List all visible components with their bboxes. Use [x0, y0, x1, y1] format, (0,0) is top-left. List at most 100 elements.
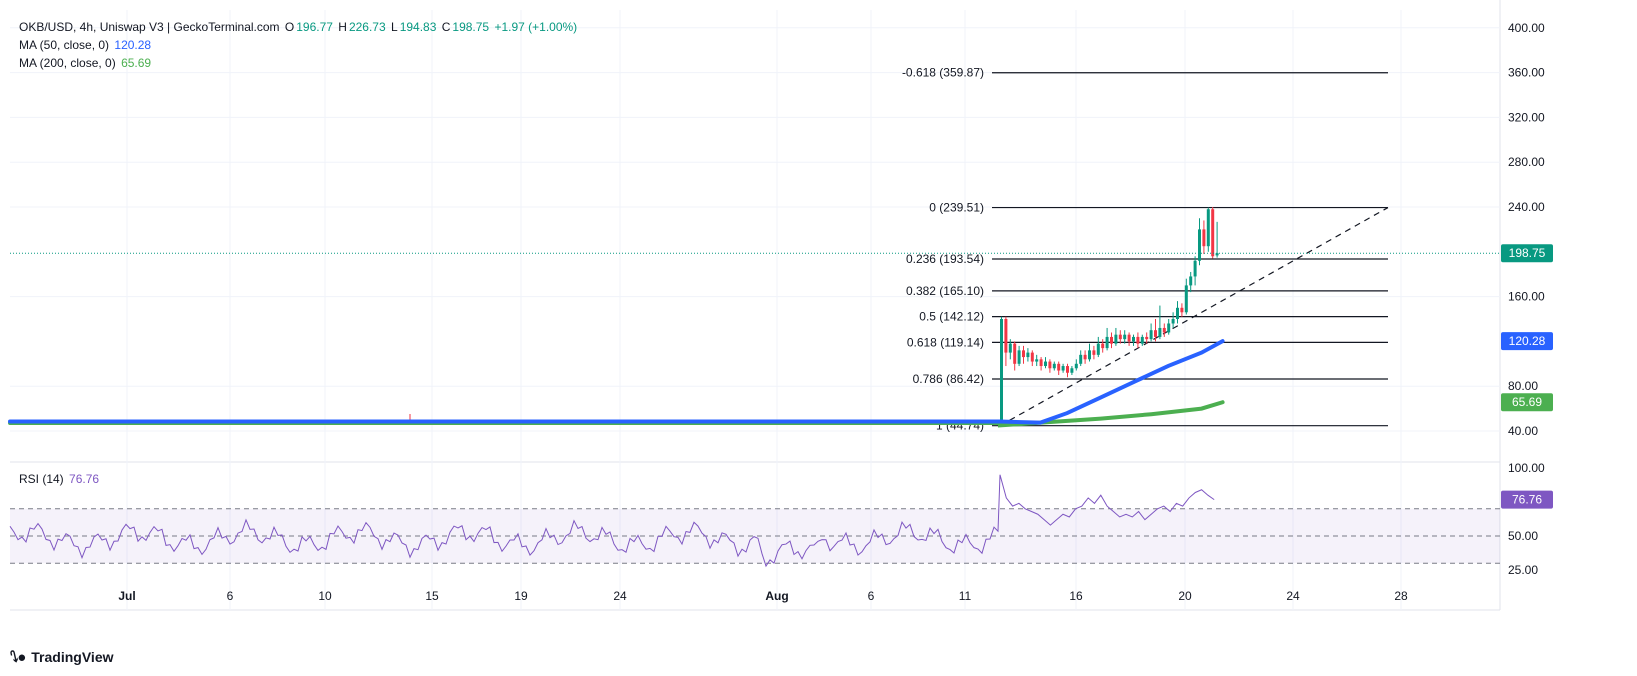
- rsi-badge: 76.76: [1512, 493, 1542, 507]
- candle-body: [1013, 343, 1017, 364]
- close-label: C: [441, 20, 451, 34]
- ma50-legend[interactable]: MA (50, close, 0) 120.28: [19, 38, 153, 52]
- y-tick-label: 360.00: [1508, 66, 1545, 80]
- x-tick-label: 6: [868, 589, 875, 603]
- candle-body: [1193, 260, 1197, 277]
- brand-name: TradingView: [31, 649, 114, 665]
- fib-level-label: 0.5 (142.12): [919, 310, 984, 324]
- candle-body: [1189, 276, 1193, 286]
- candle-body: [1136, 336, 1140, 344]
- ma200-legend[interactable]: MA (200, close, 0) 65.69: [19, 56, 153, 70]
- rsi-panel: [9, 474, 1500, 568]
- rsi-label: RSI (14): [19, 472, 64, 486]
- high-label: H: [338, 20, 347, 34]
- x-tick-label: 15: [425, 589, 439, 603]
- rsi-badge-bg: [1501, 490, 1553, 509]
- candle-body: [1127, 334, 1131, 342]
- candle-body: [1105, 336, 1109, 349]
- candle-body: [1154, 330, 1157, 337]
- fib-level-label: -0.618 (359.87): [902, 66, 984, 80]
- y-tick-label: 40.00: [1508, 424, 1538, 438]
- candle-body: [1026, 352, 1030, 358]
- candle-body: [1206, 209, 1210, 247]
- x-tick-label: 6: [227, 589, 234, 603]
- candle-body: [1171, 319, 1175, 324]
- y-tick-label: 280.00: [1508, 155, 1545, 169]
- high-value: 226.73: [348, 20, 386, 34]
- symbol-title[interactable]: OKB/USD, 4h, Uniswap V3 | GeckoTerminal.…: [19, 20, 280, 34]
- candle-body: [1123, 334, 1127, 340]
- ma50-badge: 120.28: [1509, 334, 1546, 348]
- candle-body: [1083, 354, 1087, 360]
- y-tick-label: 240.00: [1508, 200, 1545, 214]
- candle-body: [1110, 336, 1113, 344]
- rsi-tick-label: 100.00: [1508, 461, 1545, 475]
- candle-body: [1215, 253, 1219, 256]
- fib-level-label: 0.382 (165.10): [906, 284, 984, 298]
- open-value: 196.77: [296, 20, 333, 34]
- candle-body: [1140, 336, 1144, 344]
- ma200-value: 65.69: [121, 56, 152, 70]
- candle-body: [1061, 366, 1065, 371]
- rsi-band: [10, 508, 1500, 564]
- y-tick-label: 400.00: [1508, 21, 1545, 35]
- candle-body: [1158, 327, 1162, 337]
- candle-body: [1096, 343, 1100, 355]
- ma50-line: [8, 339, 1225, 425]
- candle-body: [1176, 307, 1179, 319]
- candle-body: [1079, 354, 1083, 364]
- tradingview-brand[interactable]: ⭛● TradingView: [10, 648, 114, 666]
- candle-body: [1180, 307, 1184, 313]
- open-label: O: [284, 20, 295, 34]
- candle-body: [1048, 361, 1052, 369]
- candle-body: [1118, 334, 1122, 340]
- candle-body: [1052, 363, 1056, 369]
- x-tick-label: Aug: [765, 589, 788, 603]
- candle-body: [1184, 285, 1188, 313]
- y-tick-label: 80.00: [1508, 379, 1538, 393]
- x-tick-label: 11: [959, 589, 972, 603]
- candle-body: [1039, 359, 1043, 367]
- candle-body: [1088, 350, 1091, 360]
- ma50-badge-bg: [1501, 332, 1553, 351]
- grid: [10, 0, 1501, 611]
- candle-body: [1000, 319, 1003, 426]
- candle-body: [1004, 319, 1008, 353]
- fib-level-label: 0.236 (193.54): [906, 252, 984, 266]
- candle-body: [1057, 363, 1061, 371]
- rsi-tick-label: 50.00: [1508, 529, 1538, 543]
- candle-body: [1101, 343, 1105, 349]
- last-price-badge-bg: [1501, 244, 1553, 263]
- candle-body: [1202, 229, 1206, 247]
- rsi-legend[interactable]: RSI (14) 76.76: [19, 472, 101, 486]
- x-tick-label: 20: [1178, 589, 1192, 603]
- low-value: 194.83: [399, 20, 437, 34]
- ma200-label: MA (200, close, 0): [19, 56, 116, 70]
- x-tick-label: 16: [1069, 589, 1083, 603]
- ma200-badge: 65.69: [1512, 395, 1542, 409]
- candle-body: [1211, 209, 1215, 257]
- candle-body: [1066, 366, 1069, 373]
- x-tick-label: 24: [1286, 589, 1300, 603]
- x-tick-label: 19: [514, 589, 528, 603]
- candle-body: [1145, 336, 1149, 340]
- change-value: +1.97 (+1.00%): [494, 20, 578, 34]
- axes: 400.00 360.00 320.00 280.00 240.00 160.00 80.0…: [118, 21, 1553, 603]
- candle-body: [1017, 350, 1021, 364]
- fibonacci-levels: -0.618 (359.87) 0 (239.51) 0.236 (193.54) 0…: [902, 66, 1389, 433]
- candle-body: [1162, 327, 1166, 333]
- y-tick-label: 320.00: [1508, 110, 1545, 124]
- candle-body: [1074, 363, 1078, 369]
- candle-body: [1114, 334, 1118, 344]
- x-tick-label: Jul: [118, 589, 135, 603]
- moving-averages: [8, 339, 1225, 428]
- candle-body: [1198, 229, 1201, 261]
- candle-body: [1035, 359, 1039, 362]
- close-value: 198.75: [452, 20, 490, 34]
- candle-body: [1092, 350, 1096, 355]
- rsi-tick-label: 25.00: [1508, 563, 1538, 577]
- candle-body: [1070, 368, 1074, 373]
- ma200-badge-bg: [1501, 393, 1553, 412]
- rsi-value: 76.76: [69, 472, 100, 486]
